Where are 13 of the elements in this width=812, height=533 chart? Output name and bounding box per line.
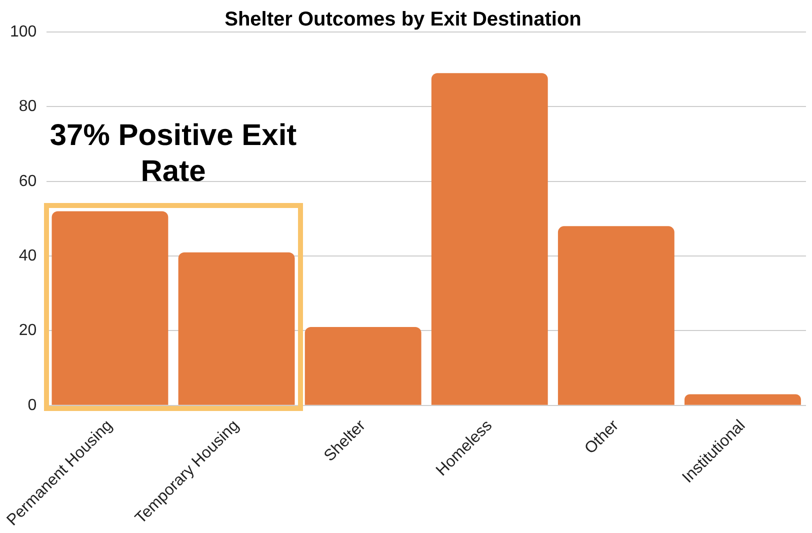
- annotation: 37% Positive Exit Rate: [50, 119, 297, 188]
- bar: [431, 73, 548, 405]
- y-tick-label: 20: [18, 322, 37, 340]
- bar: [304, 327, 422, 405]
- bar: [178, 252, 295, 405]
- chart-title: Shelter Outcomes by Exit Destination: [224, 8, 582, 31]
- y-tick-label: 40: [18, 247, 37, 264]
- y-tick-label: 100: [10, 23, 37, 40]
- bar: [558, 226, 674, 405]
- y-tick-label: 0: [28, 396, 37, 414]
- y-tick-label: 60: [18, 172, 37, 190]
- y-tick-label: 80: [18, 98, 37, 116]
- bar: [684, 394, 801, 405]
